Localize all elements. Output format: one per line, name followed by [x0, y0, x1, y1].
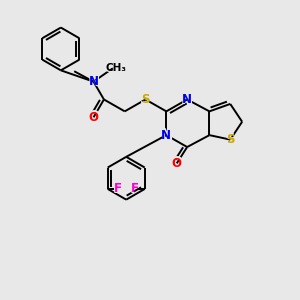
Text: O: O	[88, 111, 98, 124]
Text: S: S	[226, 133, 235, 146]
Text: S: S	[141, 93, 150, 106]
Text: N: N	[161, 129, 171, 142]
Text: N: N	[160, 128, 172, 142]
Text: CH₃: CH₃	[106, 63, 127, 73]
Text: F: F	[130, 182, 140, 196]
Text: O: O	[87, 110, 100, 125]
Text: F: F	[113, 182, 123, 196]
Text: N: N	[88, 75, 98, 88]
Text: CH₃: CH₃	[103, 62, 130, 75]
Text: O: O	[170, 156, 183, 171]
Text: N: N	[87, 74, 100, 89]
Text: F: F	[114, 182, 122, 195]
Text: F: F	[130, 182, 139, 195]
Text: S: S	[140, 92, 151, 107]
Text: N: N	[181, 92, 193, 107]
Text: N: N	[182, 93, 192, 106]
Text: O: O	[172, 157, 182, 170]
Text: S: S	[225, 132, 236, 147]
